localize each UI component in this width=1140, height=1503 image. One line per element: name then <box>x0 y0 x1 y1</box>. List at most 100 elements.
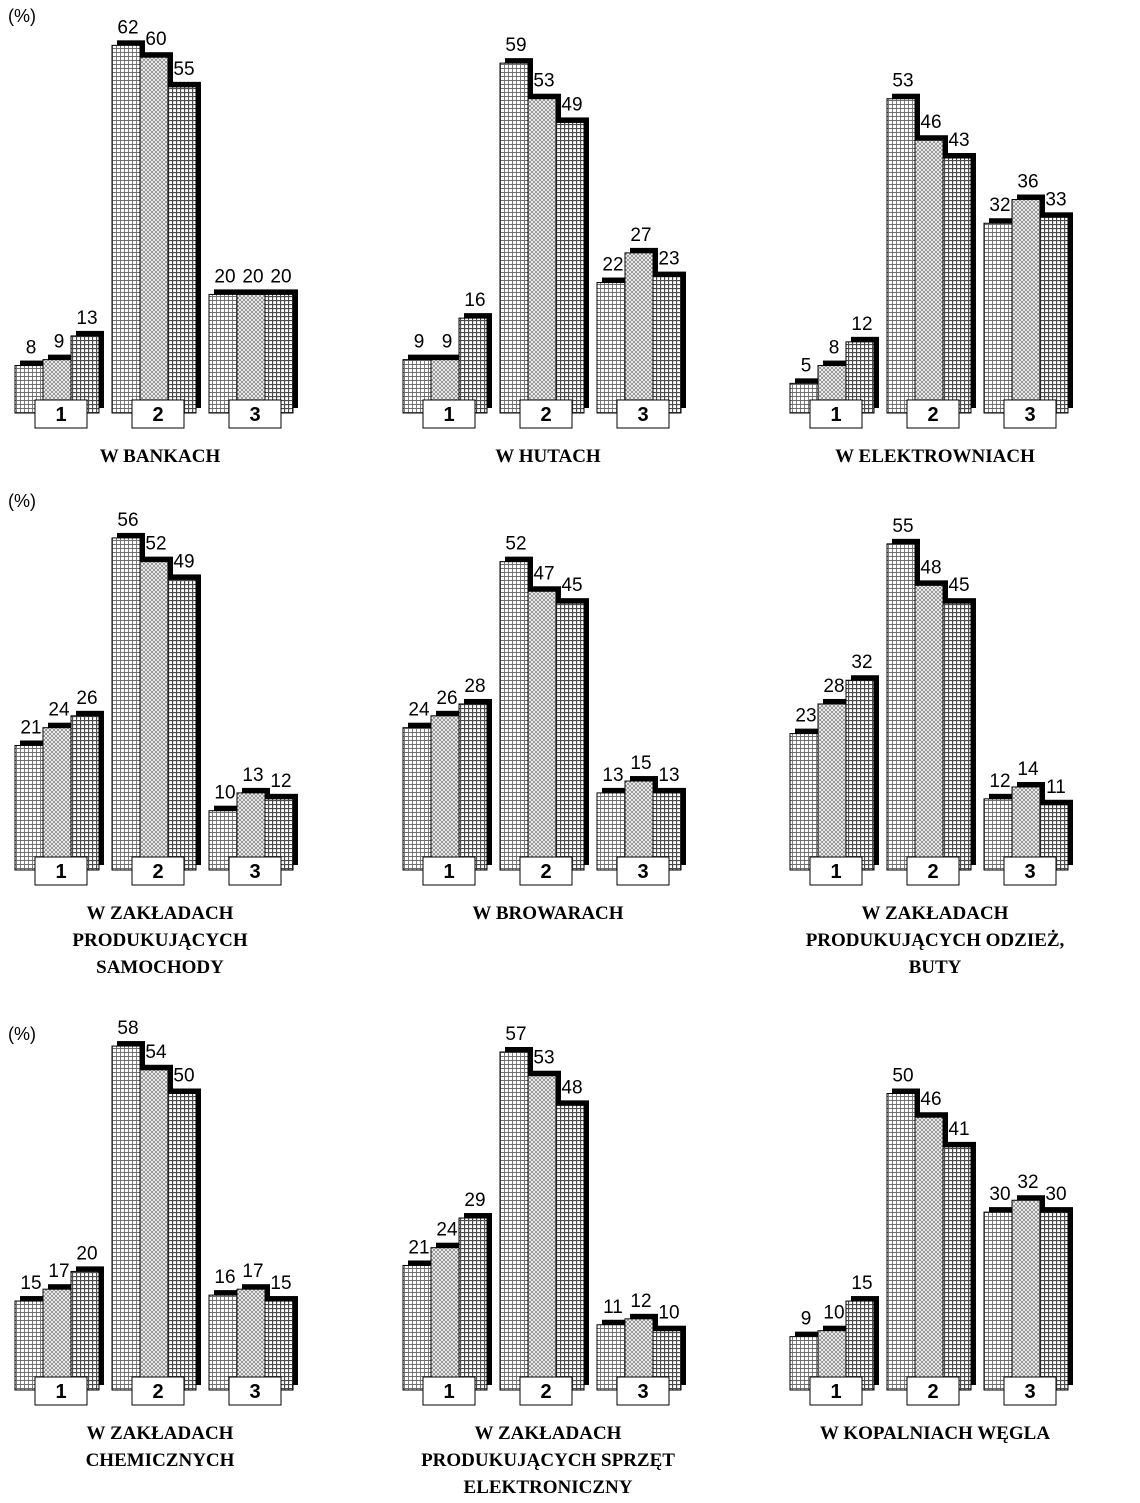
category-box <box>906 856 960 886</box>
value-label: 12 <box>989 771 1010 792</box>
category-box <box>422 856 476 886</box>
bar <box>596 282 626 414</box>
bar <box>70 1270 100 1391</box>
category-label: 2 <box>152 861 163 883</box>
bar <box>1039 216 1069 414</box>
category-box <box>616 1376 670 1406</box>
category-box <box>131 856 185 886</box>
value-label: 15 <box>851 1273 872 1294</box>
value-label: 12 <box>851 314 872 335</box>
bar <box>264 293 294 414</box>
value-label: 32 <box>989 195 1010 216</box>
category-label: 1 <box>443 861 454 883</box>
chart-title: CHEMICZNYCH <box>86 1450 235 1471</box>
bar <box>527 98 557 414</box>
chart-title: W ZAKŁADACH <box>862 903 1009 924</box>
value-label: 20 <box>76 1243 97 1264</box>
bar <box>886 98 916 414</box>
value-label: 11 <box>1046 777 1066 798</box>
bar <box>914 1116 944 1391</box>
bar <box>983 222 1013 414</box>
category-box <box>228 399 282 429</box>
bar <box>458 1217 488 1391</box>
bar <box>845 1300 875 1391</box>
bar <box>236 1288 266 1391</box>
value-label: 10 <box>214 783 235 804</box>
value-label: 9 <box>414 332 425 353</box>
category-label: 2 <box>927 1381 938 1403</box>
category-label: 3 <box>249 404 260 426</box>
value-label: 9 <box>442 332 453 353</box>
value-label: 8 <box>829 338 840 359</box>
chart-title: W BROWARACH <box>472 903 623 924</box>
bar <box>430 1247 460 1391</box>
category-label: 3 <box>1024 1381 1035 1403</box>
category-box <box>906 399 960 429</box>
value-label: 12 <box>270 771 291 792</box>
value-label: 27 <box>630 225 651 246</box>
category-box <box>34 1376 88 1406</box>
bar <box>42 727 72 871</box>
value-label: 5 <box>801 355 812 376</box>
category-box <box>616 856 670 886</box>
chart-title: ELEKTRONICZNY <box>464 1477 633 1498</box>
bar <box>208 1294 238 1391</box>
bar <box>430 715 460 871</box>
value-label: 53 <box>533 1048 554 1069</box>
value-label: 33 <box>1045 189 1066 210</box>
category-label: 3 <box>249 861 260 883</box>
chart-title: W ELEKTROWNIACH <box>835 446 1035 467</box>
category-label: 1 <box>55 861 66 883</box>
value-label: 55 <box>173 59 194 80</box>
bar <box>264 1300 294 1391</box>
bar <box>458 317 488 414</box>
bar <box>983 1211 1013 1391</box>
bar <box>139 1069 169 1391</box>
value-label: 56 <box>117 510 138 531</box>
bar <box>886 543 916 871</box>
value-label: 20 <box>242 266 263 287</box>
bar <box>652 276 682 414</box>
category-label: 2 <box>540 404 551 426</box>
bar <box>624 780 654 871</box>
bar <box>845 679 875 871</box>
value-label: 62 <box>117 17 138 38</box>
category-box <box>228 1376 282 1406</box>
category-label: 3 <box>1024 404 1035 426</box>
value-label: 13 <box>658 765 679 786</box>
value-label: 52 <box>145 534 166 555</box>
category-box <box>1003 399 1057 429</box>
bar <box>914 139 944 414</box>
value-label: 11 <box>603 1297 623 1318</box>
bar <box>458 703 488 871</box>
value-label: 8 <box>26 338 37 359</box>
bar <box>942 602 972 871</box>
value-label: 45 <box>561 575 582 596</box>
category-box <box>809 856 863 886</box>
category-box <box>422 399 476 429</box>
bar <box>167 86 197 414</box>
category-box <box>616 399 670 429</box>
value-label: 48 <box>920 557 941 578</box>
bar <box>789 733 819 871</box>
bar <box>527 590 557 871</box>
category-label: 1 <box>55 1381 66 1403</box>
category-label: 2 <box>152 1381 163 1403</box>
value-label: 21 <box>408 1237 429 1258</box>
value-label: 50 <box>892 1066 913 1087</box>
value-label: 46 <box>920 112 941 133</box>
bar <box>111 44 141 414</box>
value-label: 60 <box>145 29 166 50</box>
bar <box>914 584 944 871</box>
value-label: 49 <box>173 551 194 572</box>
value-label: 20 <box>214 266 235 287</box>
category-box <box>34 399 88 429</box>
bar <box>402 727 432 871</box>
value-label: 22 <box>602 255 623 276</box>
bar <box>111 1045 141 1391</box>
value-label: 13 <box>242 765 263 786</box>
bar <box>1011 199 1041 414</box>
bar <box>942 1146 972 1391</box>
bar <box>942 157 972 414</box>
chart-title: PRODUKUJĄCYCH SPRZĘT <box>421 1450 675 1471</box>
